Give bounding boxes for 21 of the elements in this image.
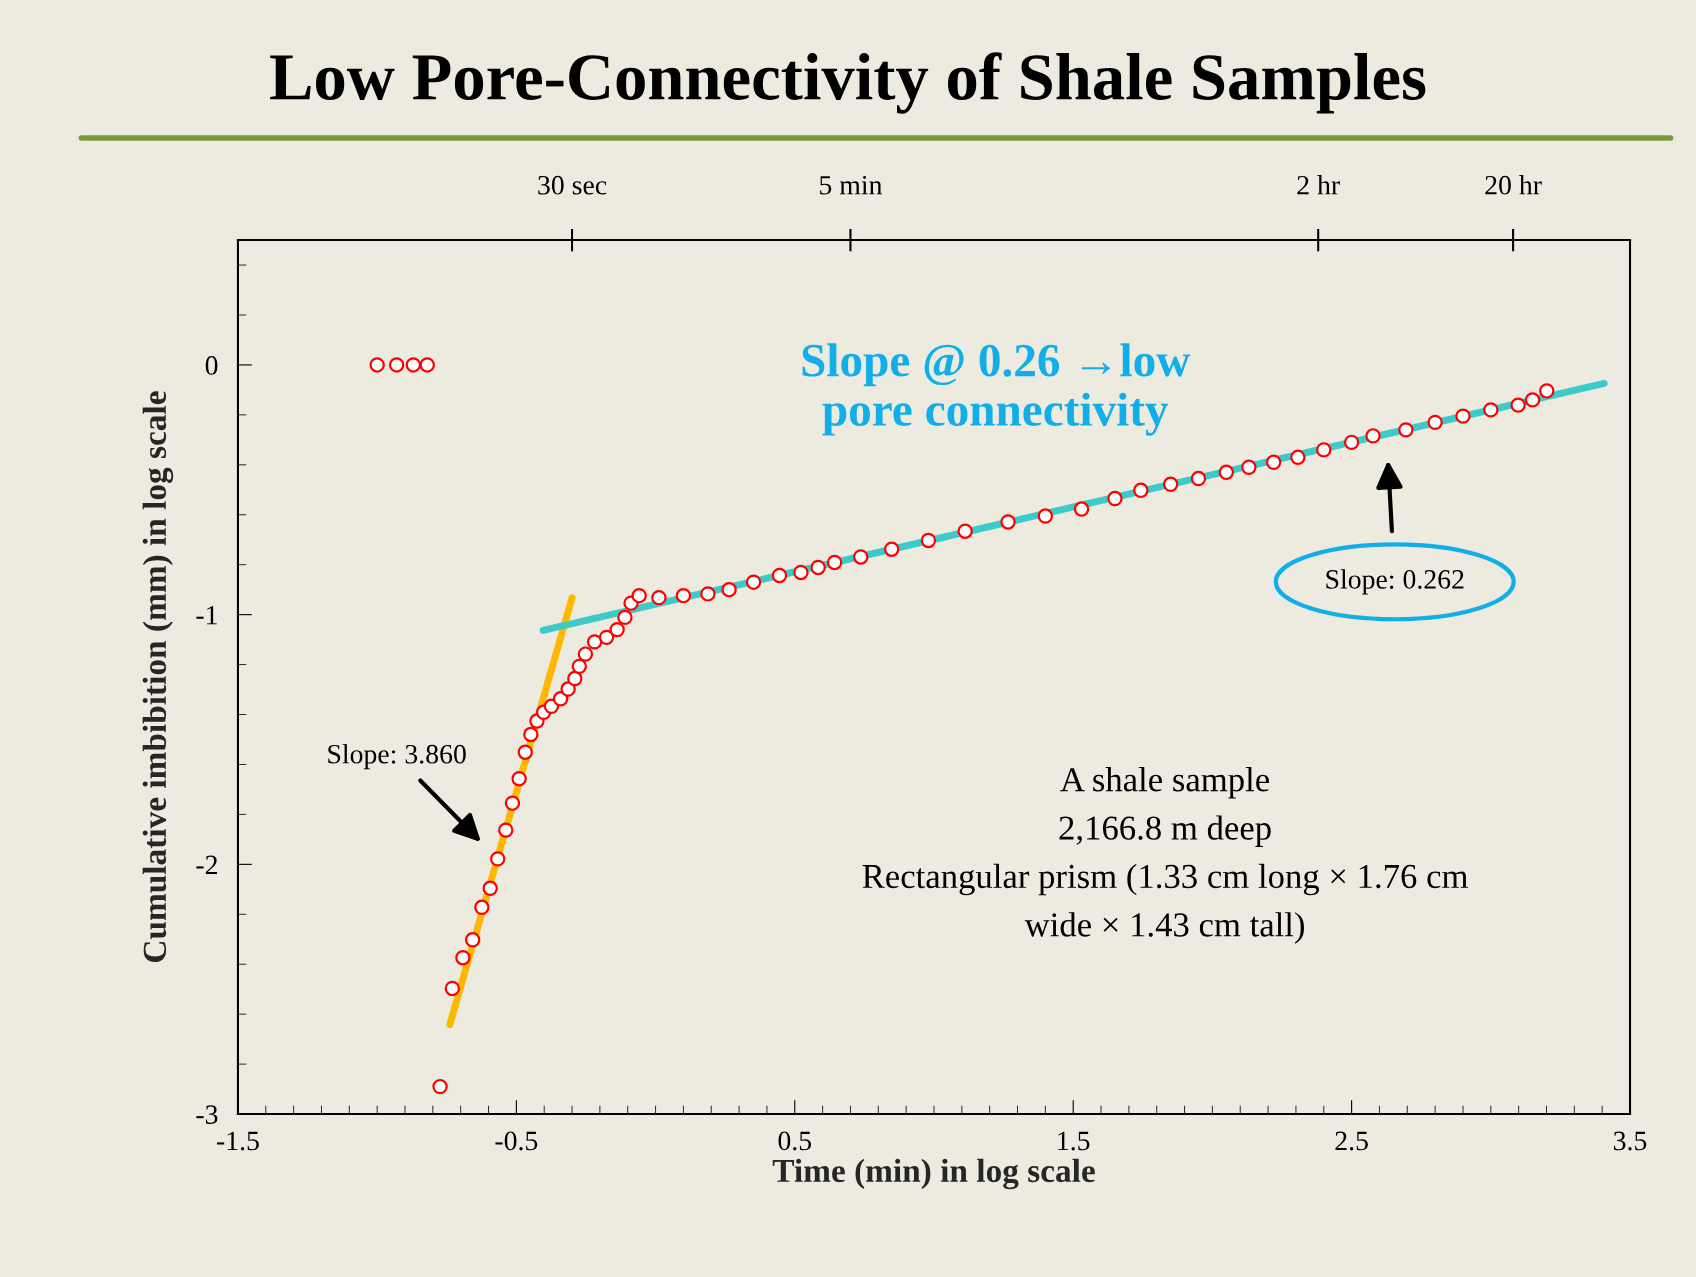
- annotation: Slope @ 0.26 →low pore connectivity: [802, 343, 1191, 436]
- text: 2 hr: [1297, 175, 1340, 195]
- x-tick-label: 0.5: [778, 1131, 812, 1151]
- y-axis-title: Cumulative imbibition (mm) in log scale: [142, 391, 174, 962]
- annotation: Slope: 3.860: [328, 744, 466, 770]
- x-tick-label: 2.5: [1335, 1131, 1368, 1151]
- text: 20 hr: [1485, 175, 1542, 195]
- text: 30 sec: [538, 175, 607, 195]
- text: 5 min: [820, 175, 883, 195]
- chart-title: Low Pore-Connectivity of Shale Samples: [270, 52, 1426, 114]
- x-tick-label: -1.5: [217, 1131, 259, 1151]
- x-tick-label: 3.5: [1613, 1131, 1647, 1151]
- x-axis-title: Time (min) in log scale: [772, 1158, 1095, 1190]
- y-tick-label: -1: [196, 605, 217, 625]
- annotation: Slope: 0.262: [1326, 569, 1464, 595]
- annotation: A shale sample 2,166.8 m deep Rectangular prism (1.33 cm long × 1.76 cm wide × 1.43 cm tall): [862, 767, 1468, 944]
- y-tick-label: -3: [196, 1105, 218, 1124]
- y-tick-label: 0: [205, 356, 218, 375]
- x-tick-label: -0.5: [495, 1131, 538, 1151]
- x-tick-label: 1.5: [1058, 1131, 1090, 1151]
- y-tick-label: -2: [196, 855, 217, 874]
